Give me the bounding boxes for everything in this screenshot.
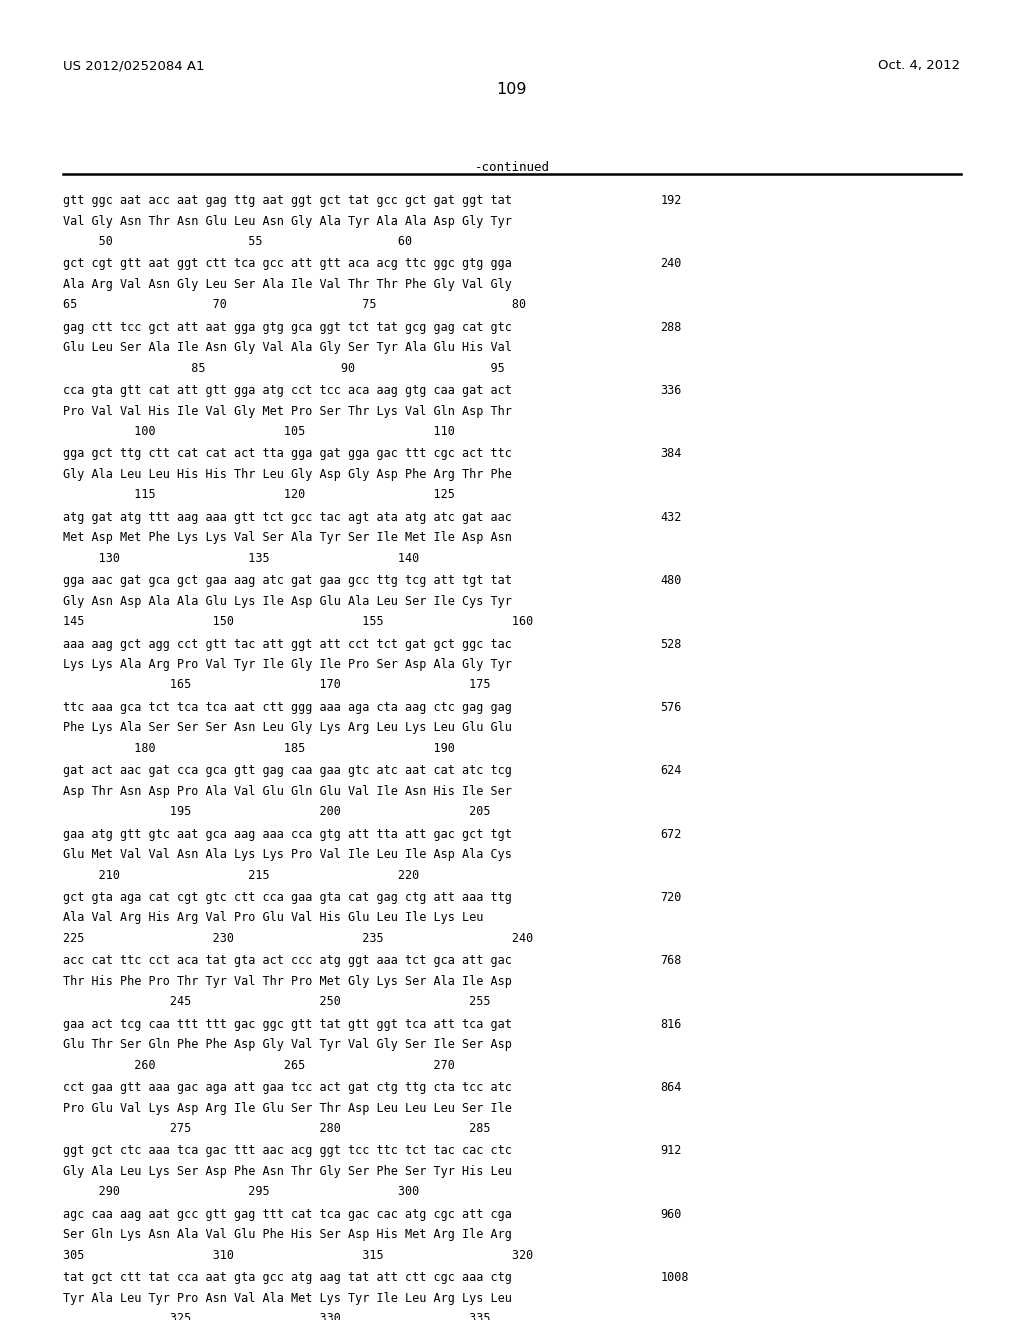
Text: 960: 960 <box>660 1208 682 1221</box>
Text: gct gta aga cat cgt gtc ctt cca gaa gta cat gag ctg att aaa ttg: gct gta aga cat cgt gtc ctt cca gaa gta … <box>63 891 512 904</box>
Text: 305                  310                  315                  320: 305 310 315 320 <box>63 1249 534 1262</box>
Text: 275                  280                  285: 275 280 285 <box>63 1122 490 1135</box>
Text: gaa act tcg caa ttt ttt gac ggc gtt tat gtt ggt tca att tca gat: gaa act tcg caa ttt ttt gac ggc gtt tat … <box>63 1018 512 1031</box>
Text: 768: 768 <box>660 954 682 968</box>
Text: 624: 624 <box>660 764 682 777</box>
Text: agc caa aag aat gcc gtt gag ttt cat tca gac cac atg cgc att cga: agc caa aag aat gcc gtt gag ttt cat tca … <box>63 1208 512 1221</box>
Text: 1008: 1008 <box>660 1271 689 1284</box>
Text: 432: 432 <box>660 511 682 524</box>
Text: 100                  105                  110: 100 105 110 <box>63 425 456 438</box>
Text: ttc aaa gca tct tca tca aat ctt ggg aaa aga cta aag ctc gag gag: ttc aaa gca tct tca tca aat ctt ggg aaa … <box>63 701 512 714</box>
Text: Pro Glu Val Lys Asp Arg Ile Glu Ser Thr Asp Leu Leu Leu Ser Ile: Pro Glu Val Lys Asp Arg Ile Glu Ser Thr … <box>63 1101 512 1114</box>
Text: gct cgt gtt aat ggt ctt tca gcc att gtt aca acg ttc ggc gtg gga: gct cgt gtt aat ggt ctt tca gcc att gtt … <box>63 257 512 271</box>
Text: 290                  295                  300: 290 295 300 <box>63 1185 420 1199</box>
Text: Ser Gln Lys Asn Ala Val Glu Phe His Ser Asp His Met Arg Ile Arg: Ser Gln Lys Asn Ala Val Glu Phe His Ser … <box>63 1228 512 1241</box>
Text: 145                  150                  155                  160: 145 150 155 160 <box>63 615 534 628</box>
Text: gaa atg gtt gtc aat gca aag aaa cca gtg att tta att gac gct tgt: gaa atg gtt gtc aat gca aag aaa cca gtg … <box>63 828 512 841</box>
Text: US 2012/0252084 A1: US 2012/0252084 A1 <box>63 59 205 73</box>
Text: 672: 672 <box>660 828 682 841</box>
Text: 210                  215                  220: 210 215 220 <box>63 869 420 882</box>
Text: Gly Ala Leu Lys Ser Asp Phe Asn Thr Gly Ser Phe Ser Tyr His Leu: Gly Ala Leu Lys Ser Asp Phe Asn Thr Gly … <box>63 1164 512 1177</box>
Text: Oct. 4, 2012: Oct. 4, 2012 <box>879 59 961 73</box>
Text: 180                  185                  190: 180 185 190 <box>63 742 456 755</box>
Text: Ala Arg Val Asn Gly Leu Ser Ala Ile Val Thr Thr Phe Gly Val Gly: Ala Arg Val Asn Gly Leu Ser Ala Ile Val … <box>63 279 512 290</box>
Text: 576: 576 <box>660 701 682 714</box>
Text: tat gct ctt tat cca aat gta gcc atg aag tat att ctt cgc aaa ctg: tat gct ctt tat cca aat gta gcc atg aag … <box>63 1271 512 1284</box>
Text: 480: 480 <box>660 574 682 587</box>
Text: 109: 109 <box>497 82 527 96</box>
Text: gag ctt tcc gct att aat gga gtg gca ggt tct tat gcg gag cat gtc: gag ctt tcc gct att aat gga gtg gca ggt … <box>63 321 512 334</box>
Text: Pro Val Val His Ile Val Gly Met Pro Ser Thr Lys Val Gln Asp Thr: Pro Val Val His Ile Val Gly Met Pro Ser … <box>63 404 512 417</box>
Text: cca gta gtt cat att gtt gga atg cct tcc aca aag gtg caa gat act: cca gta gtt cat att gtt gga atg cct tcc … <box>63 384 512 397</box>
Text: 240: 240 <box>660 257 682 271</box>
Text: Gly Asn Asp Ala Ala Glu Lys Ile Asp Glu Ala Leu Ser Ile Cys Tyr: Gly Asn Asp Ala Ala Glu Lys Ile Asp Glu … <box>63 594 512 607</box>
Text: gga aac gat gca gct gaa aag atc gat gaa gcc ttg tcg att tgt tat: gga aac gat gca gct gaa aag atc gat gaa … <box>63 574 512 587</box>
Text: -continued: -continued <box>474 161 550 174</box>
Text: cct gaa gtt aaa gac aga att gaa tcc act gat ctg ttg cta tcc atc: cct gaa gtt aaa gac aga att gaa tcc act … <box>63 1081 512 1094</box>
Text: Glu Met Val Val Asn Ala Lys Lys Pro Val Ile Leu Ile Asp Ala Cys: Glu Met Val Val Asn Ala Lys Lys Pro Val … <box>63 849 512 861</box>
Text: 225                  230                  235                  240: 225 230 235 240 <box>63 932 534 945</box>
Text: 816: 816 <box>660 1018 682 1031</box>
Text: gga gct ttg ctt cat cat act tta gga gat gga gac ttt cgc act ttc: gga gct ttg ctt cat cat act tta gga gat … <box>63 447 512 461</box>
Text: 130                  135                  140: 130 135 140 <box>63 552 420 565</box>
Text: 195                  200                  205: 195 200 205 <box>63 805 490 818</box>
Text: 864: 864 <box>660 1081 682 1094</box>
Text: Asp Thr Asn Asp Pro Ala Val Glu Gln Glu Val Ile Asn His Ile Ser: Asp Thr Asn Asp Pro Ala Val Glu Gln Glu … <box>63 784 512 797</box>
Text: Gly Ala Leu Leu His His Thr Leu Gly Asp Gly Asp Phe Arg Thr Phe: Gly Ala Leu Leu His His Thr Leu Gly Asp … <box>63 467 512 480</box>
Text: 325                  330                  335: 325 330 335 <box>63 1312 490 1320</box>
Text: atg gat atg ttt aag aaa gtt tct gcc tac agt ata atg atc gat aac: atg gat atg ttt aag aaa gtt tct gcc tac … <box>63 511 512 524</box>
Text: Val Gly Asn Thr Asn Glu Leu Asn Gly Ala Tyr Ala Ala Asp Gly Tyr: Val Gly Asn Thr Asn Glu Leu Asn Gly Ala … <box>63 214 512 227</box>
Text: Glu Leu Ser Ala Ile Asn Gly Val Ala Gly Ser Tyr Ala Glu His Val: Glu Leu Ser Ala Ile Asn Gly Val Ala Gly … <box>63 341 512 354</box>
Text: gat act aac gat cca gca gtt gag caa gaa gtc atc aat cat atc tcg: gat act aac gat cca gca gtt gag caa gaa … <box>63 764 512 777</box>
Text: ggt gct ctc aaa tca gac ttt aac acg ggt tcc ttc tct tac cac ctc: ggt gct ctc aaa tca gac ttt aac acg ggt … <box>63 1144 512 1158</box>
Text: 260                  265                  270: 260 265 270 <box>63 1059 456 1072</box>
Text: 165                  170                  175: 165 170 175 <box>63 678 490 692</box>
Text: 384: 384 <box>660 447 682 461</box>
Text: Ala Val Arg His Arg Val Pro Glu Val His Glu Leu Ile Lys Leu: Ala Val Arg His Arg Val Pro Glu Val His … <box>63 912 484 924</box>
Text: aaa aag gct agg cct gtt tac att ggt att cct tct gat gct ggc tac: aaa aag gct agg cct gtt tac att ggt att … <box>63 638 512 651</box>
Text: 288: 288 <box>660 321 682 334</box>
Text: 85                   90                   95: 85 90 95 <box>63 362 505 375</box>
Text: Glu Thr Ser Gln Phe Phe Asp Gly Val Tyr Val Gly Ser Ile Ser Asp: Glu Thr Ser Gln Phe Phe Asp Gly Val Tyr … <box>63 1039 512 1051</box>
Text: Phe Lys Ala Ser Ser Ser Asn Leu Gly Lys Arg Leu Lys Leu Glu Glu: Phe Lys Ala Ser Ser Ser Asn Leu Gly Lys … <box>63 722 512 734</box>
Text: acc cat ttc cct aca tat gta act ccc atg ggt aaa tct gca att gac: acc cat ttc cct aca tat gta act ccc atg … <box>63 954 512 968</box>
Text: 336: 336 <box>660 384 682 397</box>
Text: 115                  120                  125: 115 120 125 <box>63 488 456 502</box>
Text: 912: 912 <box>660 1144 682 1158</box>
Text: Lys Lys Ala Arg Pro Val Tyr Ile Gly Ile Pro Ser Asp Ala Gly Tyr: Lys Lys Ala Arg Pro Val Tyr Ile Gly Ile … <box>63 659 512 671</box>
Text: Tyr Ala Leu Tyr Pro Asn Val Ala Met Lys Tyr Ile Leu Arg Lys Leu: Tyr Ala Leu Tyr Pro Asn Val Ala Met Lys … <box>63 1291 512 1304</box>
Text: gtt ggc aat acc aat gag ttg aat ggt gct tat gcc gct gat ggt tat: gtt ggc aat acc aat gag ttg aat ggt gct … <box>63 194 512 207</box>
Text: Thr His Phe Pro Thr Tyr Val Thr Pro Met Gly Lys Ser Ala Ile Asp: Thr His Phe Pro Thr Tyr Val Thr Pro Met … <box>63 975 512 987</box>
Text: Met Asp Met Phe Lys Lys Val Ser Ala Tyr Ser Ile Met Ile Asp Asn: Met Asp Met Phe Lys Lys Val Ser Ala Tyr … <box>63 531 512 544</box>
Text: 65                   70                   75                   80: 65 70 75 80 <box>63 298 526 312</box>
Text: 528: 528 <box>660 638 682 651</box>
Text: 192: 192 <box>660 194 682 207</box>
Text: 50                   55                   60: 50 55 60 <box>63 235 413 248</box>
Text: 720: 720 <box>660 891 682 904</box>
Text: 245                  250                  255: 245 250 255 <box>63 995 490 1008</box>
